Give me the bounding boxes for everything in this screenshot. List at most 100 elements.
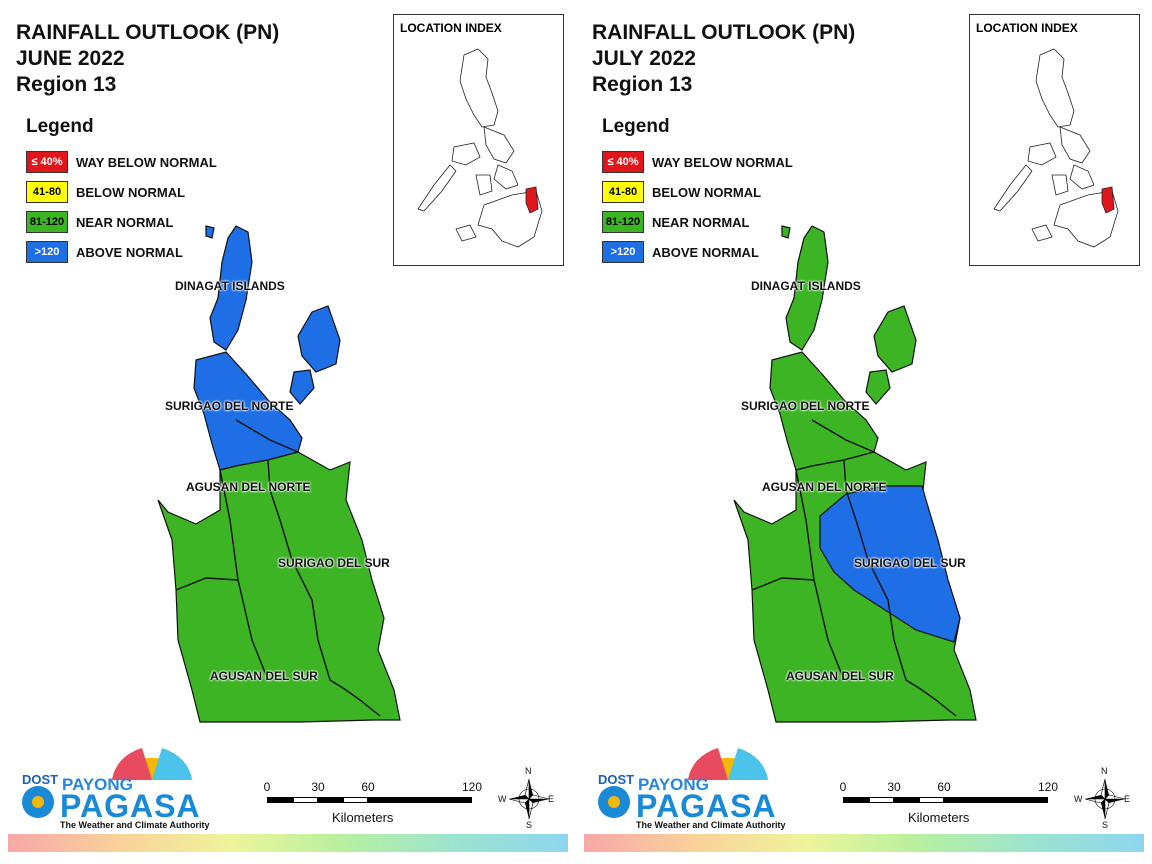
label-dinagat-islands: DINAGAT ISLANDS — [751, 279, 861, 293]
logo-payong: PAYONG — [62, 775, 133, 794]
legend-label: BELOW NORMAL — [652, 184, 762, 200]
logo-tagline: The Weather and Climate Authority — [636, 820, 786, 830]
legend-swatch: 41-80 — [602, 181, 644, 203]
label-surigao-del-sur: SURIGAO DEL SUR — [854, 556, 966, 570]
legend: Legend ≤ 40% WAY BELOW NORMAL 41-80 BELO… — [26, 116, 217, 270]
location-index-inset: LOCATION INDEX — [969, 14, 1140, 266]
title-line-1: RAINFALL OUTLOOK (PN) — [16, 21, 280, 44]
compass-rose-icon: N S E W — [1074, 766, 1131, 830]
compass-w: W — [1074, 794, 1083, 804]
legend-swatch: ≤ 40% — [26, 151, 68, 173]
label-dinagat-islands: DINAGAT ISLANDS — [175, 279, 285, 293]
compass-n: N — [525, 766, 532, 776]
panel-july: RAINFALL OUTLOOK (PN) JULY 2022 Region 1… — [576, 0, 1152, 864]
title-line-2: JUNE 2022 — [16, 47, 125, 70]
scale-tick: 0 — [839, 780, 847, 794]
compass-s: S — [1102, 820, 1109, 830]
label-surigao-del-norte: SURIGAO DEL NORTE — [165, 399, 294, 413]
legend-label: WAY BELOW NORMAL — [76, 154, 217, 170]
mainland-shape — [157, 451, 401, 723]
scale-unit: Kilometers — [332, 810, 394, 825]
philippines-outline-map — [993, 48, 1119, 248]
legend-row-way-below: ≤ 40% WAY BELOW NORMAL — [26, 150, 217, 174]
legend-label: NEAR NORMAL — [76, 214, 174, 230]
legend-row-above: >120 ABOVE NORMAL — [26, 240, 217, 264]
logo-payong: PAYONG — [638, 775, 709, 794]
map-title: RAINFALL OUTLOOK (PN) JULY 2022 Region 1… — [592, 20, 855, 98]
panel-june: RAINFALL OUTLOOK (PN) JUNE 2022 Region 1… — [8, 14, 568, 852]
title-line-1: RAINFALL OUTLOOK (PN) — [592, 21, 856, 44]
logo-pagasa: PAGASA — [636, 788, 777, 824]
location-index-label: LOCATION INDEX — [976, 21, 1078, 35]
umbrella-icon — [598, 748, 768, 818]
compass-w: W — [498, 794, 507, 804]
compass-rose-icon: N S E W — [498, 766, 555, 830]
region-13-map — [157, 225, 401, 723]
logo-dost: DOST — [22, 772, 59, 787]
legend-swatch: >120 — [602, 241, 644, 263]
label-surigao-del-sur: SURIGAO DEL SUR — [278, 556, 390, 570]
label-agusan-del-sur: AGUSAN DEL SUR — [210, 669, 318, 683]
pagasa-logo: DOST PAYONG PAGASA The Weather and Clima… — [592, 740, 786, 840]
dinagat-islands-shape — [785, 225, 829, 351]
map-title: RAINFALL OUTLOOK (PN) JUNE 2022 Region 1… — [16, 20, 279, 98]
region-13-map — [733, 225, 977, 723]
philippines-outline-map — [417, 48, 543, 248]
footer-gradient-bar — [584, 834, 1144, 852]
scale-tick: 30 — [887, 780, 901, 794]
legend-label: ABOVE NORMAL — [76, 244, 183, 260]
label-agusan-del-norte: AGUSAN DEL NORTE — [762, 480, 887, 494]
location-index-label: LOCATION INDEX — [400, 21, 502, 35]
title-line-3: Region 13 — [16, 73, 117, 96]
legend-row-way-below: ≤ 40% WAY BELOW NORMAL — [602, 150, 793, 174]
scale-bar: 0 30 60 120 Kilometers — [262, 780, 492, 830]
legend-row-below: 41-80 BELOW NORMAL — [602, 180, 793, 204]
pagasa-logo: DOST PAYONG PAGASA The Weather and Clima… — [16, 740, 210, 840]
legend-title: Legend — [26, 116, 94, 137]
legend-row-near: 81-120 NEAR NORMAL — [26, 210, 217, 234]
legend-label: NEAR NORMAL — [652, 214, 750, 230]
siargao-island-shape — [873, 305, 917, 373]
scale-tick: 60 — [361, 780, 375, 794]
legend-swatch: >120 — [26, 241, 68, 263]
legend-label: BELOW NORMAL — [76, 184, 186, 200]
umbrella-icon — [22, 748, 192, 818]
compass-n: N — [1101, 766, 1108, 776]
scale-tick: 120 — [1037, 780, 1059, 794]
label-surigao-del-norte: SURIGAO DEL NORTE — [741, 399, 870, 413]
scale-bar: 0 30 60 120 Kilometers — [838, 780, 1068, 830]
legend-swatch: 81-120 — [602, 211, 644, 233]
legend-swatch: ≤ 40% — [602, 151, 644, 173]
scale-tick: 0 — [263, 780, 271, 794]
label-agusan-del-norte: AGUSAN DEL NORTE — [186, 480, 311, 494]
legend: Legend ≤ 40% WAY BELOW NORMAL 41-80 BELO… — [602, 116, 793, 270]
siargao-island-shape — [297, 305, 341, 373]
logo-tagline: The Weather and Climate Authority — [60, 820, 210, 830]
logo-dost: DOST — [598, 772, 635, 787]
dinagat-islands-shape — [209, 225, 253, 351]
logo-pagasa: PAGASA — [60, 788, 201, 824]
scale-tick: 120 — [461, 780, 483, 794]
region-13-highlight — [1101, 186, 1115, 214]
legend-row-below: 41-80 BELOW NORMAL — [26, 180, 217, 204]
label-agusan-del-sur: AGUSAN DEL SUR — [786, 669, 894, 683]
footer-gradient-bar — [8, 834, 568, 852]
compass-e: E — [548, 794, 555, 804]
above-normal-zone-shape — [819, 485, 961, 643]
legend-label: ABOVE NORMAL — [652, 244, 759, 260]
legend-swatch: 41-80 — [26, 181, 68, 203]
legend-label: WAY BELOW NORMAL — [652, 154, 793, 170]
location-index-inset: LOCATION INDEX — [393, 14, 564, 266]
compass-s: S — [526, 820, 533, 830]
scale-tick: 60 — [937, 780, 951, 794]
region-13-highlight — [525, 186, 539, 214]
legend-swatch: 81-120 — [26, 211, 68, 233]
legend-row-above: >120 ABOVE NORMAL — [602, 240, 793, 264]
scale-unit: Kilometers — [908, 810, 970, 825]
compass-e: E — [1124, 794, 1131, 804]
title-line-2: JULY 2022 — [592, 47, 696, 70]
scale-tick: 30 — [311, 780, 325, 794]
legend-title: Legend — [602, 116, 670, 137]
legend-row-near: 81-120 NEAR NORMAL — [602, 210, 793, 234]
